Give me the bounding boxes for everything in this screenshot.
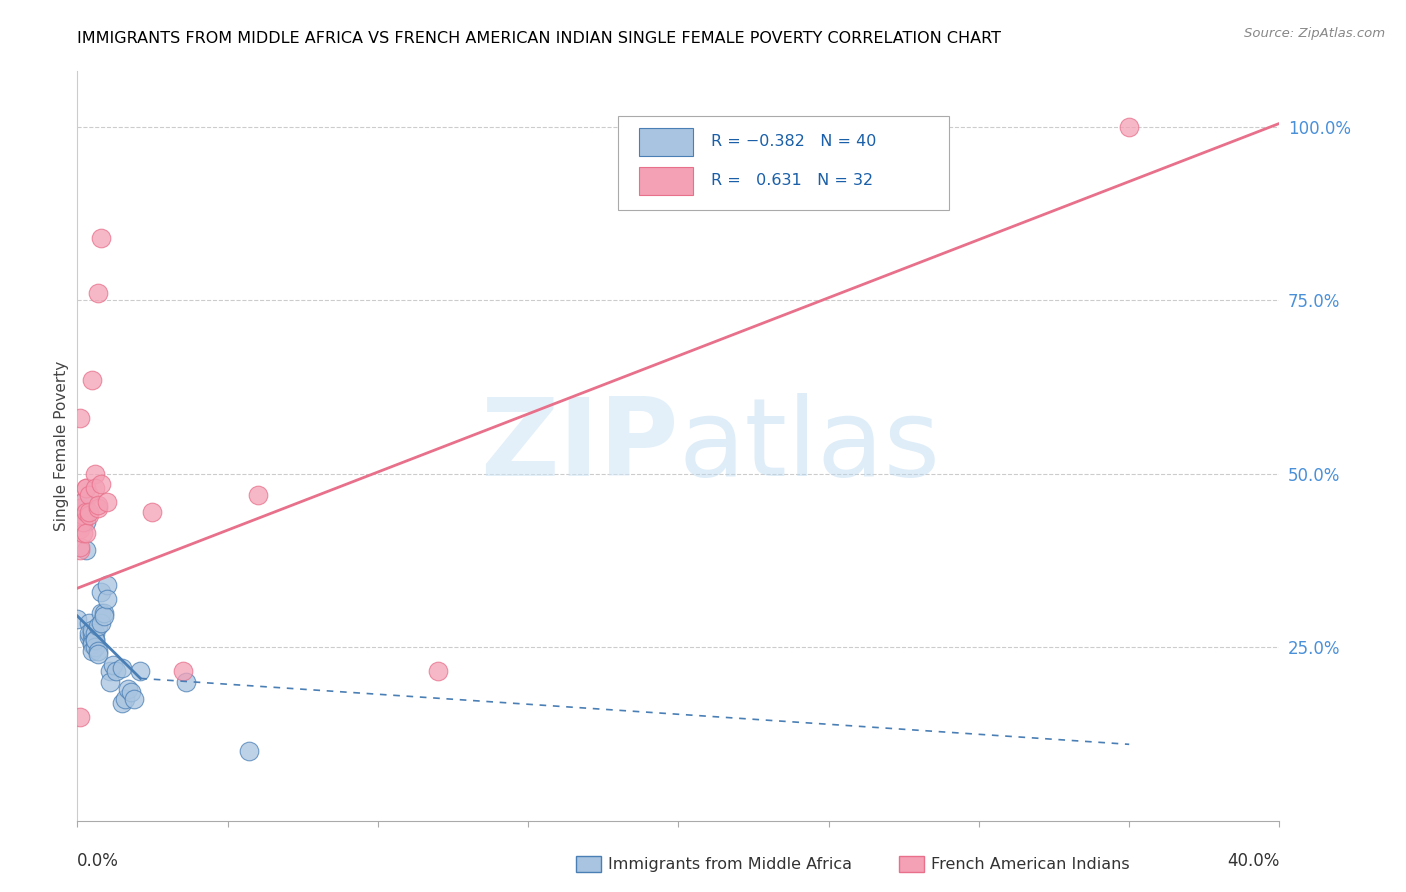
Point: [69, 501, 91, 516]
Point: [69, 522, 91, 536]
Point: [69, 709, 91, 723]
Point: [84, 467, 107, 481]
Point: [79, 505, 101, 519]
FancyBboxPatch shape: [638, 167, 693, 195]
Point: [72, 525, 94, 540]
Point: [69, 411, 91, 425]
Point: [141, 505, 163, 519]
Point: [82, 637, 104, 651]
Point: [75, 505, 97, 519]
Point: [75, 516, 97, 530]
Point: [79, 487, 101, 501]
Point: [172, 665, 194, 679]
Point: [114, 692, 136, 706]
Point: [79, 630, 101, 644]
Text: R = −0.382   N = 40: R = −0.382 N = 40: [711, 135, 876, 149]
Point: [238, 744, 260, 758]
Text: ZIP: ZIP: [479, 393, 679, 499]
Point: [111, 661, 134, 675]
Point: [72, 516, 94, 530]
Point: [87, 619, 110, 633]
Point: [87, 647, 110, 661]
Point: [1118, 120, 1140, 134]
Point: [96, 494, 118, 508]
Point: [111, 696, 134, 710]
Text: R =   0.631   N = 32: R = 0.631 N = 32: [711, 173, 873, 188]
Text: French American Indians: French American Indians: [932, 857, 1130, 871]
Point: [66, 516, 89, 530]
Point: [93, 609, 115, 624]
Text: 40.0%: 40.0%: [1227, 852, 1279, 870]
Point: [100, 674, 122, 689]
Point: [93, 606, 115, 620]
Point: [72, 494, 94, 508]
Y-axis label: Single Female Poverty: Single Female Poverty: [53, 361, 69, 531]
Point: [84, 481, 107, 495]
FancyBboxPatch shape: [638, 128, 693, 156]
Point: [96, 578, 118, 592]
Point: [90, 606, 112, 620]
Point: [75, 525, 97, 540]
Point: [100, 665, 122, 679]
Point: [82, 373, 104, 387]
Point: [69, 543, 91, 558]
Point: [66, 612, 89, 626]
Text: Source: ZipAtlas.com: Source: ZipAtlas.com: [1244, 27, 1385, 40]
Point: [82, 623, 104, 637]
Text: Immigrants from Middle Africa: Immigrants from Middle Africa: [609, 857, 852, 871]
Point: [90, 477, 112, 491]
Point: [75, 543, 97, 558]
Point: [84, 633, 107, 648]
Point: [84, 626, 107, 640]
Point: [72, 508, 94, 523]
FancyBboxPatch shape: [619, 116, 949, 210]
Text: 0.0%: 0.0%: [77, 852, 120, 870]
Point: [96, 591, 118, 606]
Point: [75, 481, 97, 495]
Point: [82, 643, 104, 657]
Point: [103, 657, 125, 672]
Point: [129, 665, 152, 679]
Point: [82, 637, 104, 651]
Point: [75, 481, 97, 495]
Text: atlas: atlas: [679, 393, 941, 499]
Point: [84, 640, 107, 655]
Point: [82, 633, 104, 648]
Point: [90, 615, 112, 630]
Point: [246, 487, 269, 501]
Point: [90, 231, 112, 245]
Point: [79, 626, 101, 640]
Point: [124, 692, 146, 706]
Point: [427, 665, 450, 679]
Point: [87, 643, 110, 657]
Point: [84, 633, 107, 648]
Point: [105, 665, 128, 679]
Point: [117, 681, 139, 696]
Text: IMMIGRANTS FROM MIDDLE AFRICA VS FRENCH AMERICAN INDIAN SINGLE FEMALE POVERTY CO: IMMIGRANTS FROM MIDDLE AFRICA VS FRENCH …: [77, 31, 1001, 46]
Point: [72, 494, 94, 508]
Point: [120, 685, 142, 699]
Point: [87, 286, 110, 301]
Point: [90, 584, 112, 599]
Point: [69, 540, 91, 554]
Point: [79, 508, 101, 523]
Point: [87, 498, 110, 512]
Point: [174, 674, 197, 689]
Point: [82, 626, 104, 640]
Point: [79, 615, 101, 630]
Point: [87, 501, 110, 516]
